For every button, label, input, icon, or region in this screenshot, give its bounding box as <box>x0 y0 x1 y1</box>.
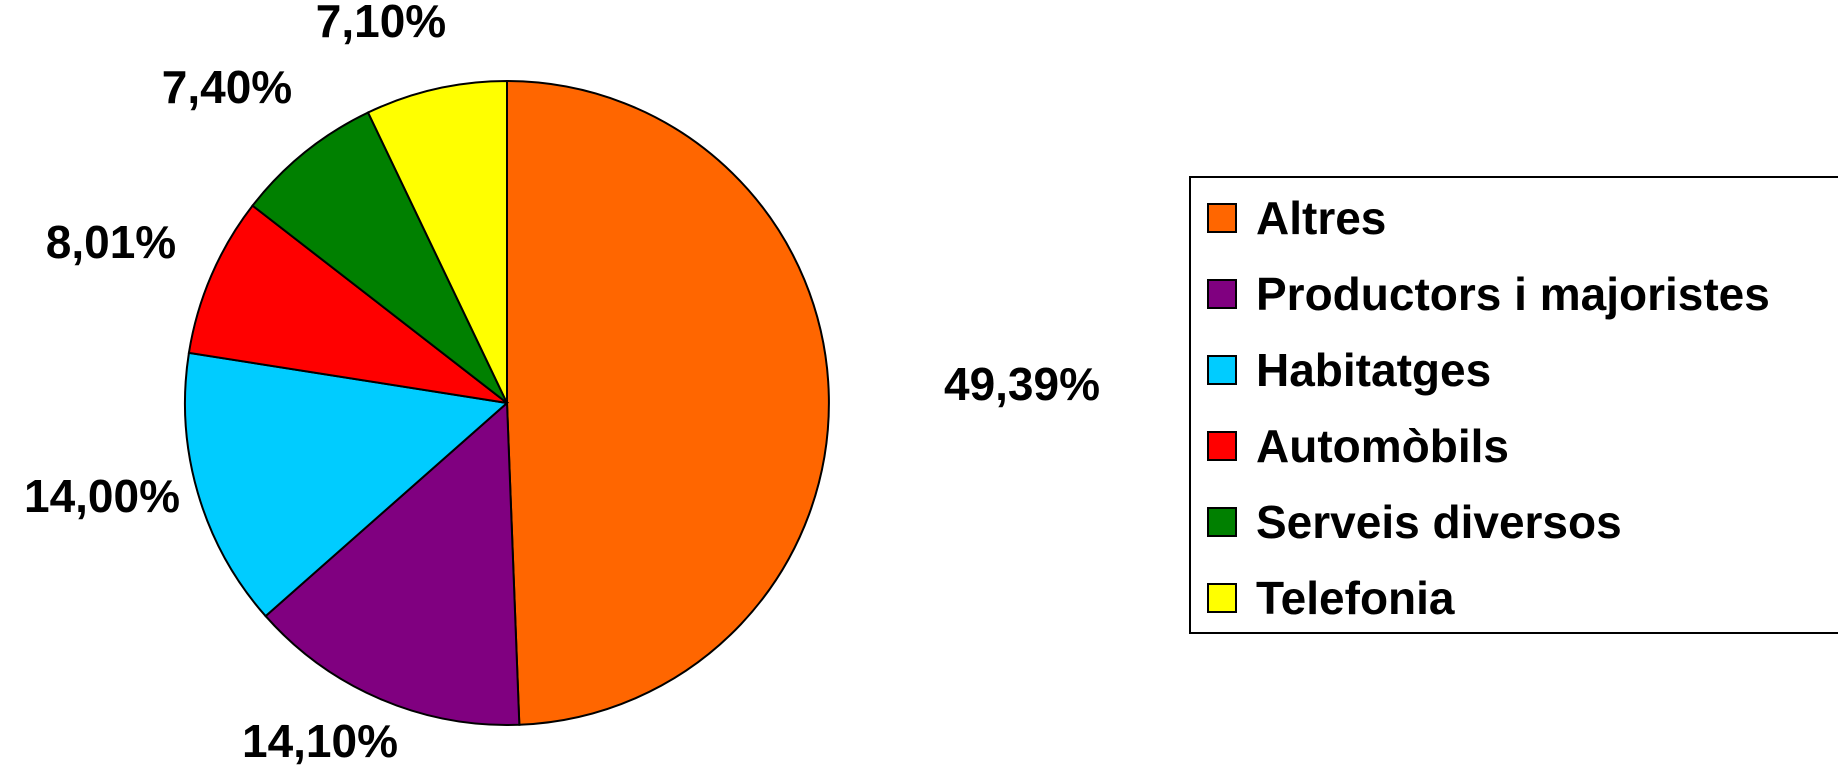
pie-slices <box>185 81 829 725</box>
legend-label-habitatges: Habitatges <box>1256 344 1491 396</box>
legend-label-altres: Altres <box>1256 192 1386 244</box>
pie-slice-altres <box>507 81 829 725</box>
legend-swatch-automobils <box>1208 432 1236 460</box>
legend-label-serveis-diversos: Serveis diversos <box>1256 496 1622 548</box>
value-label-habitatges: 14,00% <box>24 470 180 522</box>
legend-label-productors-i-majoristes: Productors i majoristes <box>1256 268 1770 320</box>
value-label-altres: 49,39% <box>944 358 1100 410</box>
legend-swatch-habitatges <box>1208 356 1236 384</box>
legend-box <box>1190 177 1838 633</box>
legend-swatch-serveis-diversos <box>1208 508 1236 536</box>
legend-label-automobils: Automòbils <box>1256 420 1509 472</box>
value-label-serveis-diversos: 7,40% <box>162 61 292 113</box>
value-label-productors-i-majoristes: 14,10% <box>242 715 398 767</box>
value-label-automobils: 8,01% <box>46 216 176 268</box>
legend-swatch-altres <box>1208 204 1236 232</box>
value-label-telefonia: 7,10% <box>316 0 446 47</box>
legend-label-telefonia: Telefonia <box>1256 572 1455 624</box>
legend-swatch-telefonia <box>1208 584 1236 612</box>
legend-swatch-productors-i-majoristes <box>1208 280 1236 308</box>
legend: Altres Productors i majoristes Habitatges A… <box>1190 177 1838 633</box>
